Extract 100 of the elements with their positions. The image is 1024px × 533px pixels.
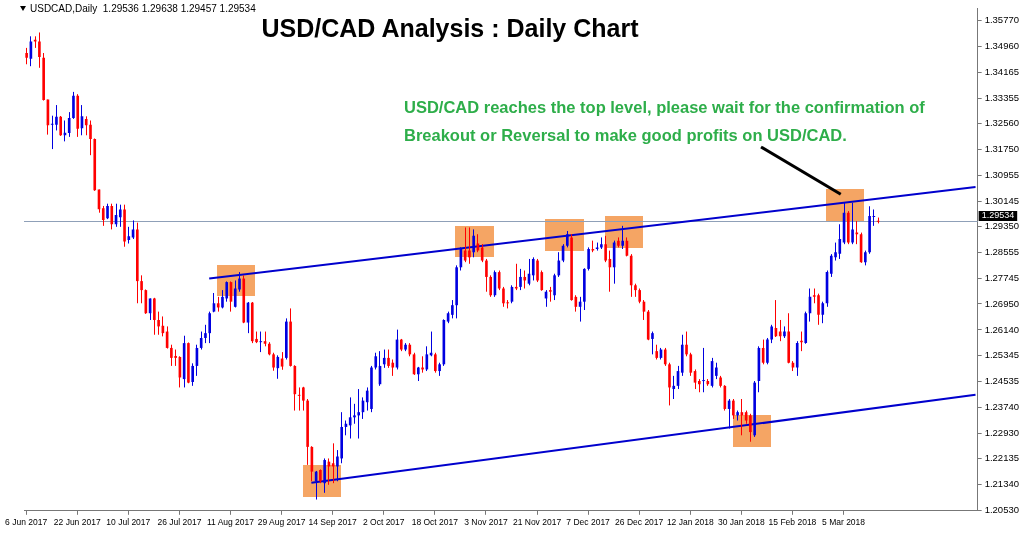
candlestick bbox=[829, 253, 833, 278]
candlestick bbox=[382, 349, 386, 369]
candlestick bbox=[140, 274, 143, 304]
candlestick bbox=[553, 273, 556, 301]
x-tick-label: 11 Aug 2017 bbox=[206, 517, 255, 528]
x-tick-label: 26 Jul 2017 bbox=[157, 517, 202, 528]
candlestick bbox=[497, 270, 501, 291]
candlestick bbox=[770, 324, 773, 344]
candlestick bbox=[259, 331, 263, 353]
candlestick bbox=[59, 115, 63, 137]
candlestick bbox=[702, 347, 705, 393]
y-tick-label: 1.30955 bbox=[984, 168, 1019, 180]
candlestick bbox=[519, 268, 522, 291]
x-tick-label: 22 Jun 2017 bbox=[53, 517, 101, 528]
candlestick bbox=[838, 223, 842, 260]
candlestick bbox=[353, 403, 356, 425]
annotation: USD/CAD reaches the top level, please wait for the confirmation of Breakout or Reversal to make good profits on USD/CAD. bbox=[404, 97, 926, 146]
x-tick-label: 6 Jun 2017 bbox=[5, 517, 48, 528]
chart-title: USD/CAD Analysis : Daily Chart bbox=[260, 14, 640, 43]
candlestick bbox=[101, 205, 105, 227]
candlestick bbox=[749, 413, 752, 443]
y-tick-label: 1.22135 bbox=[984, 452, 1019, 464]
candlestick bbox=[668, 362, 671, 406]
ref-line-label: 1.29534 bbox=[981, 210, 1015, 221]
y-tick-label: 1.32560 bbox=[984, 117, 1019, 129]
y-tick-label: 1.21340 bbox=[984, 477, 1019, 489]
y-tick-label: 1.31750 bbox=[984, 143, 1019, 155]
candlestick bbox=[514, 263, 518, 291]
candlestick bbox=[672, 375, 676, 400]
candlestick bbox=[451, 299, 454, 319]
candlestick bbox=[348, 396, 352, 440]
y-tick-label: 1.24535 bbox=[984, 375, 1019, 387]
candlestick bbox=[621, 225, 624, 250]
x-tick-label: 7 Dec 2017 bbox=[566, 517, 611, 528]
candlestick bbox=[323, 457, 326, 494]
y-tick-label: 1.35770 bbox=[984, 14, 1019, 26]
y-tick-label: 1.26950 bbox=[984, 297, 1019, 309]
candlestick bbox=[225, 280, 229, 303]
candlestick bbox=[472, 228, 475, 258]
y-tick-label: 1.26140 bbox=[984, 323, 1019, 335]
annotation: USDCAD,Daily 1.29536 1.29638 1.29457 1.29534 bbox=[30, 3, 256, 14]
candlestick bbox=[485, 258, 488, 293]
candlestick bbox=[153, 297, 156, 336]
candlestick bbox=[689, 352, 693, 377]
candlestick bbox=[110, 203, 114, 230]
candlestick bbox=[778, 319, 782, 342]
candlestick bbox=[191, 362, 194, 387]
candlestick bbox=[587, 246, 590, 272]
y-tick-label: 1.34960 bbox=[984, 40, 1019, 52]
candlestick bbox=[685, 331, 688, 357]
candlestick bbox=[157, 311, 160, 336]
y-tick-label: 1.25345 bbox=[984, 349, 1019, 361]
candlestick bbox=[67, 111, 71, 138]
y-tick-label: 1.34165 bbox=[984, 65, 1019, 77]
y-tick-label: 1.22930 bbox=[984, 426, 1019, 438]
x-tick-label: 10 Jul 2017 bbox=[106, 517, 151, 528]
x-tick-label: 29 Aug 2017 bbox=[257, 517, 306, 528]
y-tick-label: 1.29350 bbox=[984, 220, 1019, 232]
candlestick bbox=[118, 204, 122, 228]
candlestick bbox=[387, 349, 390, 369]
candlestick bbox=[531, 256, 535, 281]
candlestick bbox=[502, 286, 505, 308]
candlestick bbox=[732, 398, 735, 420]
y-tick-label: 1.23740 bbox=[984, 400, 1019, 412]
candlestick bbox=[800, 331, 803, 352]
candlestick bbox=[766, 337, 769, 365]
candlestick bbox=[817, 293, 820, 326]
x-tick-label: 26 Dec 2017 bbox=[615, 517, 664, 528]
candlestick bbox=[233, 279, 237, 308]
x-tick-label: 21 Nov 2017 bbox=[512, 517, 562, 528]
y-tick-label: 1.28555 bbox=[984, 245, 1019, 257]
candlestick bbox=[208, 311, 212, 344]
candlestick bbox=[204, 324, 207, 344]
candlestick bbox=[434, 352, 437, 374]
candlestick bbox=[89, 119, 92, 156]
x-tick-label: 30 Jan 2018 bbox=[717, 517, 766, 528]
candlestick bbox=[38, 31, 41, 69]
candlestick bbox=[238, 271, 241, 293]
candlestick bbox=[72, 91, 75, 120]
candlestick bbox=[170, 344, 173, 367]
x-tick-label: 15 Feb 2018 bbox=[768, 517, 817, 528]
candlestick bbox=[55, 104, 58, 131]
candlestick bbox=[468, 226, 471, 265]
x-tick-label: 18 Oct 2017 bbox=[411, 517, 459, 528]
y-tick-label: 1.20530 bbox=[984, 503, 1019, 515]
x-tick-label: 5 Mar 2018 bbox=[822, 517, 866, 528]
x-tick-label: 14 Sep 2017 bbox=[308, 517, 358, 528]
x-tick-label: 3 Nov 2017 bbox=[464, 517, 508, 528]
y-tick-label: 1.30145 bbox=[984, 194, 1019, 206]
candlestick bbox=[84, 115, 88, 136]
candlestick bbox=[851, 202, 854, 245]
x-tick-label: 2 Oct 2017 bbox=[362, 517, 405, 528]
candlestick bbox=[821, 301, 825, 324]
x-tick-label: 12 Jan 2018 bbox=[666, 517, 714, 528]
candlestick bbox=[276, 354, 280, 380]
candlestick bbox=[557, 251, 561, 278]
y-tick-label: 1.27745 bbox=[984, 272, 1019, 284]
candlestick bbox=[604, 235, 607, 263]
candlestick bbox=[357, 388, 361, 440]
y-tick-label: 1.33355 bbox=[984, 91, 1019, 103]
